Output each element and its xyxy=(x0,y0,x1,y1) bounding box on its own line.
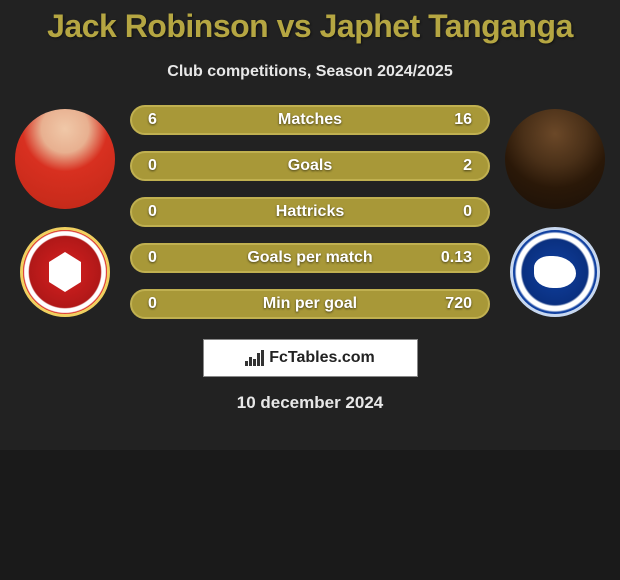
stat-value-left: 0 xyxy=(148,295,184,313)
bar-chart-icon xyxy=(245,350,265,366)
stat-value-right: 0 xyxy=(436,203,472,221)
stat-value-left: 0 xyxy=(148,203,184,221)
stat-label: Hattricks xyxy=(276,203,344,221)
date-label: 10 december 2024 xyxy=(0,393,620,413)
stat-label: Matches xyxy=(278,111,342,129)
stat-bar: 0 Min per goal 720 xyxy=(130,289,490,319)
page-title: Jack Robinson vs Japhet Tanganga xyxy=(0,8,620,45)
stat-bar: 6 Matches 16 xyxy=(130,105,490,135)
stat-value-right: 720 xyxy=(436,295,472,313)
club-badge-right xyxy=(510,227,600,317)
page-subtitle: Club competitions, Season 2024/2025 xyxy=(0,63,620,81)
player-avatar-right xyxy=(505,109,605,209)
watermark-text: FcTables.com xyxy=(269,349,375,367)
right-column xyxy=(500,101,610,317)
watermark: FcTables.com xyxy=(203,339,418,377)
stat-value-right: 0.13 xyxy=(436,249,472,267)
stat-bar: 0 Goals per match 0.13 xyxy=(130,243,490,273)
left-column xyxy=(10,101,120,317)
stat-bar: 0 Hattricks 0 xyxy=(130,197,490,227)
stat-value-left: 0 xyxy=(148,157,184,175)
comparison-card: Jack Robinson vs Japhet Tanganga Club co… xyxy=(0,0,620,450)
stat-label: Goals xyxy=(288,157,332,175)
player-avatar-left xyxy=(15,109,115,209)
stats-column: 6 Matches 16 0 Goals 2 0 Hattricks 0 0 Goals per m… xyxy=(130,101,490,319)
stat-value-right: 16 xyxy=(436,111,472,129)
stat-value-right: 2 xyxy=(436,157,472,175)
content-row: 6 Matches 16 0 Goals 2 0 Hattricks 0 0 Goals per m… xyxy=(0,101,620,319)
stat-label: Min per goal xyxy=(263,295,357,313)
club-badge-left xyxy=(20,227,110,317)
stat-label: Goals per match xyxy=(247,249,372,267)
stat-value-left: 6 xyxy=(148,111,184,129)
stat-value-left: 0 xyxy=(148,249,184,267)
stat-bar: 0 Goals 2 xyxy=(130,151,490,181)
